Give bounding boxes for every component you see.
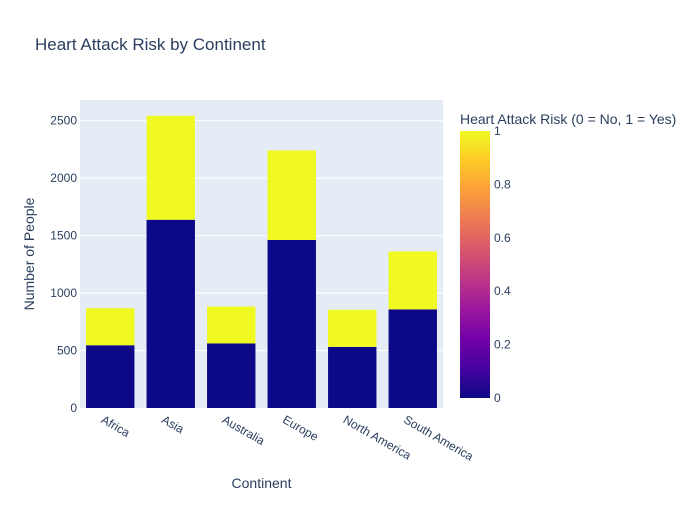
y-tick-label: 1500 — [50, 229, 77, 243]
bar-risk-0-africa[interactable] — [86, 345, 135, 408]
x-tick-label: South America — [401, 412, 476, 463]
x-tick-label: Europe — [280, 412, 321, 444]
bar-risk-0-asia[interactable] — [146, 219, 195, 408]
colorbar-tick-label: 0.6 — [494, 231, 511, 245]
chart-title: Heart Attack Risk by Continent — [35, 35, 266, 54]
colorbar-tick-label: 1 — [494, 124, 501, 138]
bar-risk-1-asia[interactable] — [146, 115, 195, 220]
bars — [86, 115, 437, 408]
bar-risk-0-europe[interactable] — [267, 239, 316, 408]
colorbar-tick-label: 0.4 — [494, 284, 511, 298]
colorbar-ticks: 0 0.2 0.4 0.6 0.8 1 — [494, 124, 511, 405]
colorbar — [460, 131, 490, 398]
y-tick-label: 2500 — [50, 114, 77, 128]
bar-risk-1-north-america[interactable] — [328, 309, 377, 347]
x-axis-title: Continent — [232, 475, 292, 491]
y-axis-title: Number of People — [21, 197, 37, 310]
bar-risk-0-north-america[interactable] — [328, 346, 377, 408]
y-axis-ticks: 0 500 1000 1500 2000 2500 — [50, 114, 77, 415]
x-axis-ticks: Africa Asia Australia Europe North AmericaSo… — [99, 412, 476, 463]
colorbar-tick-label: 0.2 — [494, 338, 511, 352]
bar-risk-1-europe[interactable] — [267, 150, 316, 240]
x-tick-label: Asia — [159, 412, 186, 436]
bar-risk-1-south-america[interactable] — [388, 251, 437, 310]
y-tick-label: 0 — [70, 401, 77, 415]
y-tick-label: 500 — [57, 344, 77, 358]
plot-area — [80, 100, 443, 408]
bar-risk-1-africa[interactable] — [86, 308, 135, 346]
bar-risk-0-south-america[interactable] — [388, 309, 437, 408]
x-tick-label: Africa — [99, 412, 133, 440]
bar-risk-0-australia[interactable] — [207, 343, 256, 408]
x-tick-label: Australia — [220, 412, 268, 448]
bar-risk-1-australia[interactable] — [207, 306, 256, 344]
y-tick-label: 2000 — [50, 171, 77, 185]
y-tick-label: 1000 — [50, 286, 77, 300]
gridlines — [80, 120, 443, 352]
colorbar-title: Heart Attack Risk (0 = No, 1 = Yes) — [460, 111, 676, 127]
colorbar-tick-label: 0.8 — [494, 177, 511, 191]
colorbar-tick-label: 0 — [494, 391, 501, 405]
